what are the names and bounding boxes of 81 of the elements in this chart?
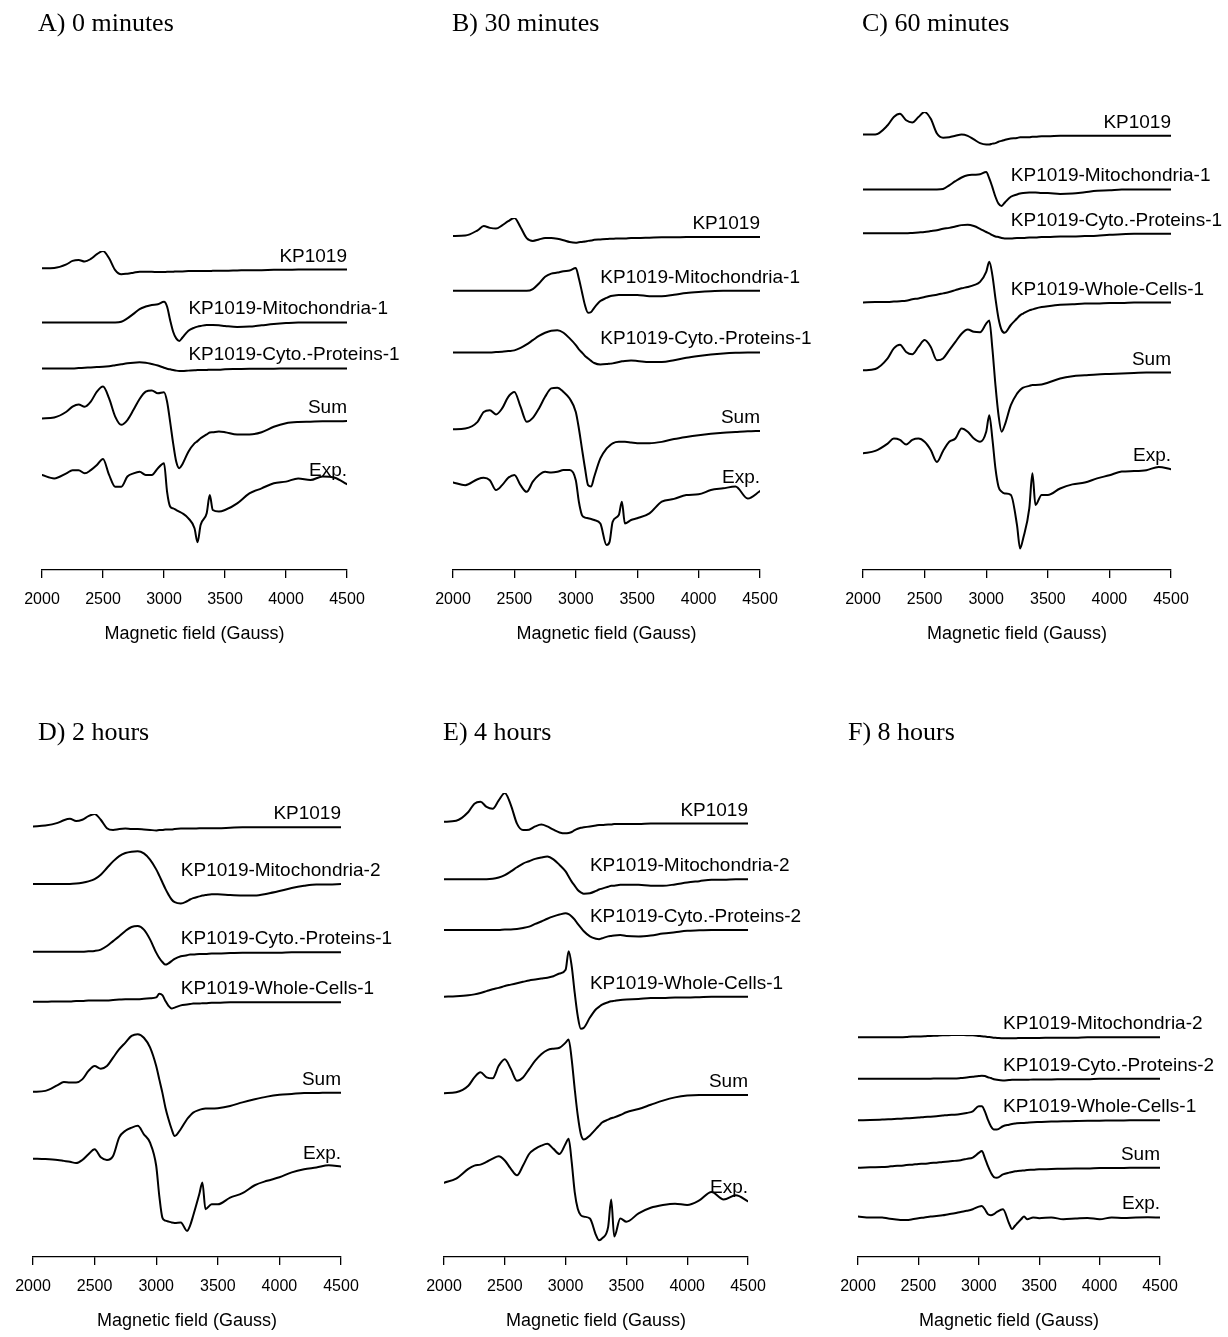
x-tick-label: 4500 bbox=[742, 590, 778, 608]
series-label: KP1019 bbox=[680, 798, 749, 820]
series-label: KP1019 bbox=[692, 212, 761, 234]
x-axis-title: Magnetic field (Gauss) bbox=[104, 623, 285, 644]
x-tick-label: 3000 bbox=[558, 590, 594, 608]
x-tick-label: 2500 bbox=[906, 590, 943, 608]
x-tick-label: 2500 bbox=[487, 1277, 523, 1295]
x-tick-label: 2500 bbox=[76, 1277, 113, 1295]
x-axis-title: Magnetic field (Gauss) bbox=[926, 623, 1108, 644]
x-axis-title: Magnetic field (Gauss) bbox=[96, 1310, 278, 1331]
x-tick-label: 3000 bbox=[138, 1277, 175, 1295]
x-tick-label: 2500 bbox=[900, 1277, 937, 1295]
x-tick-label: 2000 bbox=[840, 1277, 876, 1295]
series-label: KP1019-Whole-Cells-1 bbox=[1002, 1095, 1197, 1117]
series-label: KP1019-Mitochondria-1 bbox=[1010, 164, 1211, 186]
chart-title: A) 0 minutes bbox=[38, 8, 174, 38]
x-tick-label: 3000 bbox=[146, 590, 182, 608]
x-tick-label: 4000 bbox=[268, 590, 304, 608]
series-label: KP1019-Cyto.-Proteins-1 bbox=[1010, 208, 1223, 230]
series-label: KP1019 bbox=[273, 802, 342, 824]
x-axis-title: Magnetic field (Gauss) bbox=[918, 1310, 1100, 1331]
x-tick-label: 2000 bbox=[845, 590, 881, 608]
x-tick-label: 2000 bbox=[426, 1277, 462, 1295]
x-tick-label: 2500 bbox=[85, 590, 121, 608]
x-tick-label: 3500 bbox=[608, 1277, 645, 1295]
x-tick-label: 3000 bbox=[961, 1277, 997, 1295]
x-tick-label: 3000 bbox=[968, 590, 1005, 608]
series-label: Exp. bbox=[302, 1141, 342, 1163]
chart-title: E) 4 hours bbox=[443, 717, 552, 747]
x-tick-label: 3500 bbox=[1021, 1277, 1058, 1295]
series-label: Sum bbox=[708, 1070, 749, 1092]
series-label: KP1019-Mitochondria-1 bbox=[600, 265, 800, 287]
series-label: Sum bbox=[301, 1067, 342, 1089]
series-label: Sum bbox=[307, 396, 348, 418]
series-label: Exp. bbox=[1132, 444, 1172, 466]
series-label: KP1019-Cyto.-Proteins-1 bbox=[188, 343, 400, 365]
x-tick-label: 3500 bbox=[207, 590, 243, 608]
series-label: Sum bbox=[1120, 1142, 1161, 1164]
series-label: Sum bbox=[720, 405, 761, 427]
series-label: Exp. bbox=[721, 466, 761, 488]
x-tick-label: 4500 bbox=[1142, 1277, 1178, 1295]
series-label: Exp. bbox=[308, 459, 348, 481]
series-label: KP1019-Cyto.-Proteins-2 bbox=[589, 904, 802, 926]
chart-title: C) 60 minutes bbox=[862, 8, 1010, 38]
chart-title: F) 8 hours bbox=[848, 717, 955, 747]
series-label: Sum bbox=[1131, 347, 1172, 369]
x-tick-label: 4000 bbox=[1091, 590, 1128, 608]
x-tick-label: 4000 bbox=[1081, 1277, 1118, 1295]
series-label: KP1019-Cyto.-Proteins-2 bbox=[1002, 1053, 1215, 1075]
series-label: KP1019 bbox=[1103, 110, 1172, 132]
x-tick-label: 4000 bbox=[680, 590, 717, 608]
series-label: KP1019 bbox=[279, 244, 348, 266]
series-label: KP1019-Whole-Cells-1 bbox=[1010, 277, 1205, 299]
x-tick-label: 4000 bbox=[669, 1277, 706, 1295]
series-label: KP1019-Mitochondria-2 bbox=[180, 858, 381, 880]
x-tick-label: 4500 bbox=[730, 1277, 766, 1295]
x-tick-label: 4500 bbox=[329, 590, 365, 608]
x-tick-label: 2500 bbox=[496, 590, 533, 608]
series-label: KP1019-Mitochondria-1 bbox=[188, 297, 389, 319]
x-tick-label: 3000 bbox=[547, 1277, 584, 1295]
chart-title: D) 2 hours bbox=[38, 717, 150, 747]
x-tick-label: 4500 bbox=[1153, 590, 1189, 608]
x-tick-label: 2000 bbox=[15, 1277, 51, 1295]
x-axis-title: Magnetic field (Gauss) bbox=[505, 1310, 687, 1331]
x-tick-label: 4000 bbox=[261, 1277, 298, 1295]
x-tick-label: 3500 bbox=[619, 590, 656, 608]
series-label: Exp. bbox=[1121, 1192, 1161, 1214]
series-label: KP1019-Whole-Cells-1 bbox=[589, 971, 784, 993]
x-tick-label: 4500 bbox=[323, 1277, 359, 1295]
series-label: KP1019-Cyto.-Proteins-1 bbox=[600, 327, 812, 349]
chart-title: B) 30 minutes bbox=[452, 8, 600, 38]
series-label: KP1019-Cyto.-Proteins-1 bbox=[180, 927, 393, 949]
x-tick-label: 3500 bbox=[200, 1277, 236, 1295]
x-tick-label: 2000 bbox=[24, 590, 60, 608]
series-label: KP1019-Mitochondria-2 bbox=[1002, 1012, 1203, 1034]
series-label: KP1019-Mitochondria-2 bbox=[589, 854, 790, 876]
series-label: KP1019-Whole-Cells-1 bbox=[180, 977, 375, 999]
series-label: Exp. bbox=[709, 1176, 749, 1198]
x-tick-label: 3500 bbox=[1030, 590, 1066, 608]
x-tick-label: 2000 bbox=[435, 590, 471, 608]
x-axis-title: Magnetic field (Gauss) bbox=[516, 623, 697, 644]
